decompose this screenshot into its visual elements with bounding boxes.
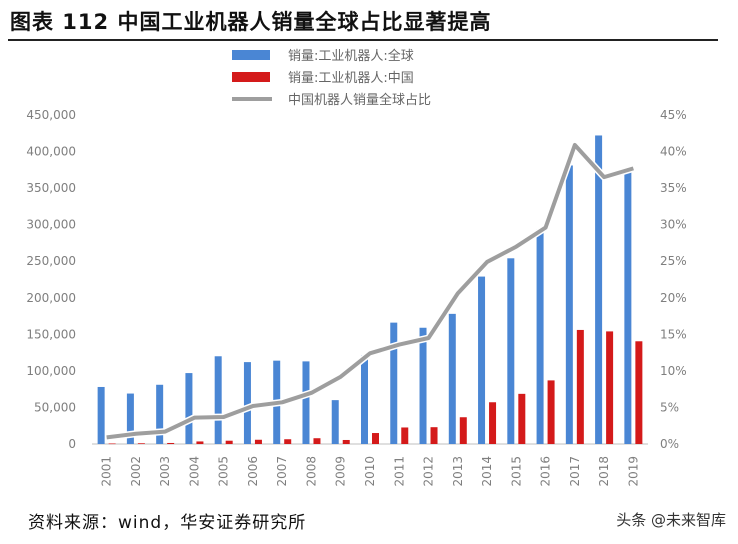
bar-global bbox=[448, 313, 456, 444]
y-left-tick-label: 200,000 bbox=[26, 291, 76, 305]
x-tick-label: 2004 bbox=[187, 456, 201, 487]
bar-china bbox=[342, 439, 350, 444]
legend-label: 销量:工业机器人:全球 bbox=[288, 48, 414, 64]
bar-china bbox=[196, 441, 204, 444]
watermark: 头条 @未来智库 bbox=[616, 511, 726, 529]
x-tick-label: 2015 bbox=[509, 456, 523, 487]
y-right-tick-label: 35% bbox=[660, 181, 687, 195]
bars bbox=[97, 135, 643, 445]
bar-global bbox=[536, 229, 544, 444]
bar-global bbox=[243, 362, 251, 444]
bar-global bbox=[97, 386, 105, 444]
x-tick-label: 2009 bbox=[334, 456, 348, 487]
bar-global bbox=[302, 361, 310, 444]
legend-swatch-china bbox=[232, 72, 270, 82]
bar-china bbox=[635, 341, 643, 444]
axes: 0 50,000 100,000 150,000 200,000 250,000 300,0… bbox=[26, 108, 686, 487]
bar-china bbox=[518, 393, 526, 444]
x-tick-label: 2007 bbox=[275, 456, 289, 487]
share-line-path bbox=[106, 142, 634, 440]
y-left-tick-label: 350,000 bbox=[26, 181, 76, 195]
x-tick-label: 2011 bbox=[392, 456, 406, 487]
bar-global bbox=[214, 356, 222, 444]
x-tick-label: 2005 bbox=[217, 456, 231, 487]
y-left-tick-label: 150,000 bbox=[26, 327, 76, 341]
source-note: 资料来源：wind，华安证券研究所 bbox=[28, 513, 307, 533]
bar-global bbox=[331, 400, 339, 444]
x-tick-label: 2006 bbox=[246, 456, 260, 487]
bar-global bbox=[419, 327, 427, 444]
bar-global bbox=[507, 258, 515, 444]
y-right-tick-label: 25% bbox=[660, 254, 687, 268]
legend-swatch-global bbox=[232, 50, 270, 60]
x-tick-label: 2008 bbox=[304, 456, 318, 487]
bar-global bbox=[390, 322, 398, 444]
bar-global bbox=[478, 276, 486, 444]
bar-global bbox=[565, 165, 573, 445]
y-left-tick-label: 250,000 bbox=[26, 254, 76, 268]
chart-title: 图表 112 中国工业机器人销量全球占比显著提高 bbox=[10, 10, 492, 34]
bar-china bbox=[137, 443, 145, 444]
x-tick-label: 2016 bbox=[539, 456, 553, 487]
bar-global bbox=[156, 384, 164, 444]
bar-global bbox=[595, 135, 603, 444]
x-tick-label: 2010 bbox=[363, 456, 377, 487]
bar-china bbox=[606, 331, 614, 444]
x-tick-label: 2017 bbox=[568, 456, 582, 487]
share-line bbox=[106, 141, 635, 441]
x-tick-label: 2012 bbox=[422, 456, 436, 487]
bar-china bbox=[430, 427, 438, 444]
title-divider bbox=[8, 39, 718, 41]
x-tick-label: 2014 bbox=[480, 456, 494, 487]
y-right-tick-label: 40% bbox=[660, 145, 687, 159]
y-right-tick-label: 5% bbox=[660, 400, 679, 414]
x-tick-label: 2001 bbox=[100, 456, 114, 487]
bar-global bbox=[126, 393, 134, 444]
y-right-tick-label: 30% bbox=[660, 218, 687, 232]
y-right-tick-label: 45% bbox=[660, 108, 687, 122]
x-tick-label: 2019 bbox=[626, 456, 640, 487]
x-tick-label: 2013 bbox=[451, 456, 465, 487]
bar-china bbox=[167, 442, 175, 444]
bar-global bbox=[361, 355, 368, 444]
legend-label: 销量:工业机器人:中国 bbox=[288, 71, 414, 86]
y-left-tick-label: 100,000 bbox=[26, 364, 76, 378]
legend-label: 中国机器人销量全球占比 bbox=[288, 92, 431, 108]
y-right-tick-label: 15% bbox=[660, 327, 687, 341]
bar-china bbox=[489, 402, 497, 444]
bar-china bbox=[401, 427, 409, 444]
bar-china bbox=[313, 438, 321, 444]
y-right-tick-label: 0% bbox=[660, 437, 679, 451]
bar-china bbox=[108, 443, 116, 445]
x-tick-label: 2003 bbox=[158, 456, 172, 487]
bar-global bbox=[185, 373, 193, 444]
bar-global bbox=[624, 171, 632, 444]
bar-china bbox=[372, 433, 379, 444]
y-left-tick-label: 0 bbox=[68, 437, 76, 451]
bar-china bbox=[576, 329, 584, 444]
bar-china bbox=[284, 439, 292, 444]
y-right-tick-label: 10% bbox=[660, 364, 687, 378]
x-tick-label: 2018 bbox=[597, 456, 611, 487]
x-tick-label: 2002 bbox=[129, 456, 143, 487]
bar-china bbox=[547, 380, 555, 444]
y-left-tick-label: 450,000 bbox=[26, 108, 76, 122]
bar-china bbox=[254, 439, 262, 444]
bar-china bbox=[225, 440, 233, 444]
y-left-tick-label: 50,000 bbox=[34, 400, 76, 414]
y-right-tick-label: 20% bbox=[660, 291, 687, 305]
bar-china bbox=[459, 417, 467, 444]
y-left-tick-label: 300,000 bbox=[26, 218, 76, 232]
y-left-tick-label: 400,000 bbox=[26, 145, 76, 159]
